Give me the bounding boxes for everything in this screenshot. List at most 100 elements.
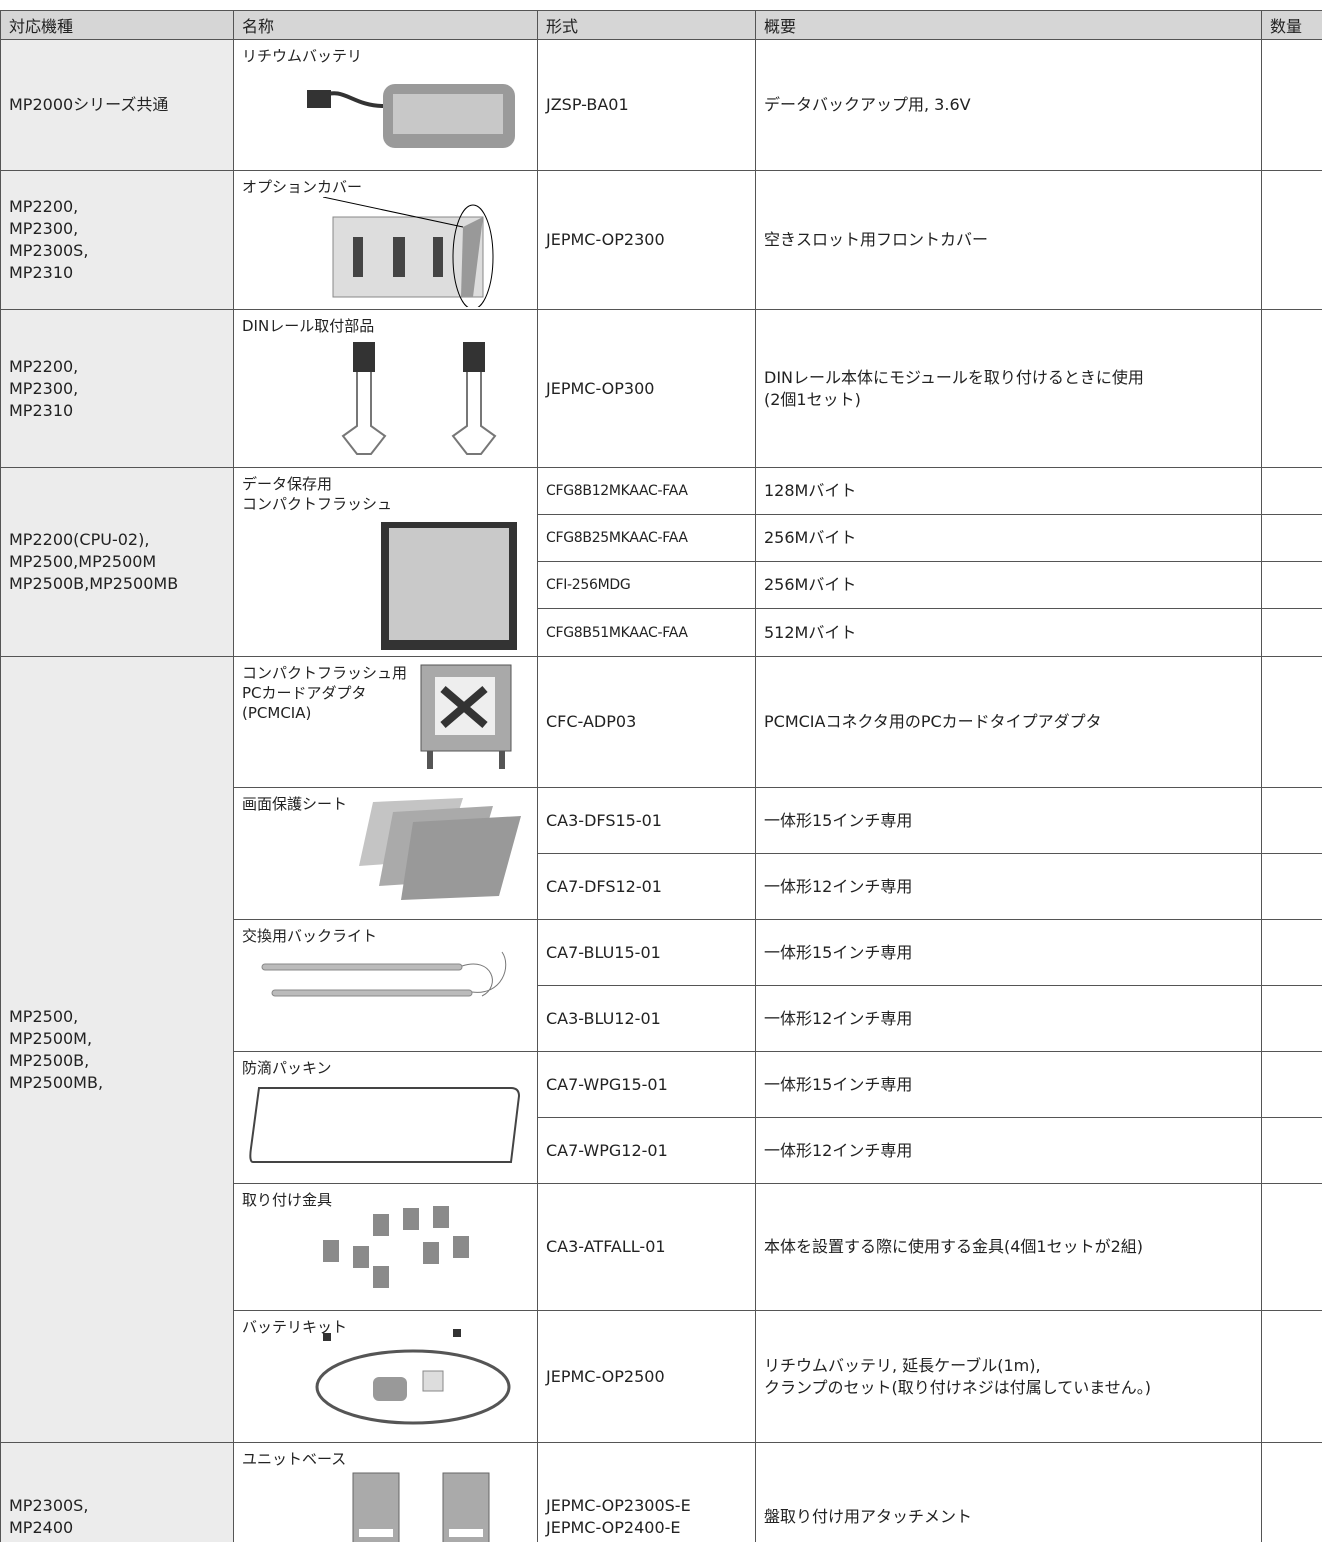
text-line: コンパクトフラッシュ	[242, 495, 393, 513]
code-cell: JEPMC-OP2300	[537, 170, 756, 310]
quantity-cell	[1261, 170, 1322, 310]
text-line: MP2500,	[9, 1006, 79, 1026]
table-row: 防滴パッキン CA7-WPG15-01 一体形15インチ専用	[1, 1051, 1322, 1184]
summary-cell: 一体形15インチ専用	[755, 1051, 1262, 1118]
quantity-cell	[1261, 985, 1322, 1052]
summary-cell: 一体形12インチ専用	[755, 1117, 1262, 1184]
text-line: MP2300,	[9, 219, 79, 238]
table-row: CA3-BLU12-01 一体形12インチ専用	[1, 985, 1322, 1052]
code-cell: CFC-ADP03	[537, 656, 756, 788]
text-line: MP2200,	[9, 356, 79, 376]
text-line: (PCMCIA)	[242, 704, 312, 722]
models-cell: MP2200, MP2300, MP2310	[0, 309, 234, 468]
models-cell: MP2300S, MP2400	[0, 1442, 234, 1542]
code-cell: CFG8B25MKAAC-FAA	[537, 513, 756, 563]
code-cell: JEPMC-OP2500	[537, 1310, 756, 1443]
code-cell: CA7-BLU15-01	[537, 919, 756, 986]
summary-cell: 空きスロット用フロントカバー	[755, 170, 1262, 310]
text-line: MP2500B,	[9, 1050, 90, 1070]
table-row: MP2200(CPU-02), MP2500,MP2500M MP2500B,MP2…	[0, 467, 1322, 657]
product-image	[323, 1206, 469, 1288]
text-line: MP2500M,	[9, 1028, 93, 1048]
name-cell: オプションカバー	[233, 170, 538, 310]
text-line: 交換用バックライト	[242, 927, 378, 945]
text-line: MP2500B,MP2500MB	[9, 574, 179, 593]
summary-cell: 一体形12インチ専用	[755, 985, 1262, 1052]
text-line: バッテリキット	[242, 1318, 348, 1336]
text-line: JEPMC-OP300	[546, 378, 655, 398]
text-line: CFC-ADP03	[546, 712, 637, 731]
text-line: CA7-DFS12-01	[546, 876, 662, 896]
text-line: JEPMC-OP2300S-E	[546, 1496, 691, 1515]
product-image	[323, 197, 494, 307]
code-cell: JEPMC-OP2300S-E JEPMC-OP2400-E	[537, 1442, 756, 1542]
table-row: MP2200, MP2300, MP2300S, MP2310 オプションカバー JEPM…	[0, 170, 1322, 310]
code-cell: CA3-ATFALL-01	[537, 1183, 756, 1311]
product-image	[261, 951, 507, 997]
text-line: 一体形12インチ専用	[764, 1140, 913, 1160]
text-line: MP2200,	[9, 197, 79, 216]
text-line: 盤取り付け用アタッチメント	[764, 1507, 973, 1526]
quantity-cell	[1261, 608, 1322, 657]
code-cell: JZSP-BA01	[537, 39, 756, 171]
text-line: PCMCIAコネクタ用のPCカードタイプアダプタ	[764, 712, 1102, 731]
text-line: 一体形15インチ専用	[764, 1074, 913, 1094]
header-cell: 概要	[755, 10, 1262, 40]
text-line: CA3-BLU12-01	[546, 1008, 661, 1028]
code-cell: CA7-DFS12-01	[537, 853, 756, 920]
text-line: 128Mバイト	[764, 480, 857, 500]
text-line: リチウムバッテリ	[242, 47, 363, 65]
table-row: CA7-DFS12-01 一体形12インチ専用	[1, 853, 1322, 920]
text-line: DINレール取付部品	[242, 317, 375, 335]
name-cell: DINレール取付部品	[233, 309, 538, 468]
text-line: JEPMC-OP2300	[546, 230, 665, 249]
name-cell: 交換用バックライト	[233, 919, 538, 1052]
name-cell: データ保存用 コンパクトフラッシュ	[233, 467, 538, 657]
text-line: (2個1セット)	[764, 389, 861, 409]
name-cell: コンパクトフラッシュ用 PCカードアダプタ (PCMCIA)	[233, 656, 538, 788]
quantity-cell	[1261, 1310, 1322, 1443]
text-line: MP2200(CPU-02),	[9, 530, 150, 549]
summary-cell: 512Mバイト	[755, 608, 1262, 657]
table-row: バッテリキット JEPMC-OP2500 リチウムバッテリ, 延長ケーブル(1m),…	[1, 1310, 1322, 1443]
text-line: 512Mバイト	[764, 622, 857, 642]
quantity-cell	[1261, 1051, 1322, 1118]
product-image	[359, 798, 521, 900]
product-image	[352, 1472, 490, 1542]
text-line: 256Mバイト	[764, 528, 857, 548]
text-line: JZSP-BA01	[546, 95, 629, 114]
header-cell: 形式	[537, 10, 756, 40]
text-line: 一体形15インチ専用	[764, 942, 913, 962]
text-line: リチウムバッテリ, 延長ケーブル(1m),	[764, 1355, 1041, 1375]
code-cell: JEPMC-OP300	[537, 309, 756, 468]
text-line: CA7-WPG12-01	[546, 1140, 668, 1160]
quantity-cell	[1261, 561, 1322, 610]
table-row: MP2300S, MP2400 ユニットベース JEPMC-OP2300S-E JEPM…	[0, 1442, 1322, 1542]
quantity-cell	[1261, 656, 1322, 788]
quantity-cell	[1261, 467, 1322, 515]
header-cell: 数量	[1261, 10, 1322, 40]
summary-cell: 256Mバイト	[755, 513, 1262, 563]
text-line: データバックアップ用, 3.6V	[764, 95, 971, 114]
summary-cell: 盤取り付け用アタッチメント	[755, 1442, 1262, 1542]
text-line: MP2000シリーズ共通	[9, 95, 169, 114]
text-line: CFG8B25MKAAC-FAA	[546, 530, 688, 547]
summary-cell: リチウムバッテリ, 延長ケーブル(1m), クランプのセット(取り付けネジは付属し…	[755, 1310, 1262, 1443]
text-line: JEPMC-OP2400-E	[546, 1518, 681, 1537]
table-row: CFG8B51MKAAC-FAA 512Mバイト	[1, 608, 1322, 657]
parts-table: 対応機種 名称 形式 概要 数量 MP2000シリーズ共通 リチウムバッテリ JZS…	[0, 10, 1322, 1542]
code-cell: CA7-WPG15-01	[537, 1051, 756, 1118]
name-cell: バッテリキット	[233, 1310, 538, 1443]
quantity-cell	[1261, 513, 1322, 563]
name-cell: リチウムバッテリ	[233, 39, 538, 171]
table-row: MP2000シリーズ共通 リチウムバッテリ JZSP-BA01 データバックアップ用,…	[0, 39, 1322, 171]
product-image	[307, 84, 515, 148]
text-line: CA3-ATFALL-01	[546, 1237, 666, 1256]
quantity-cell	[1261, 919, 1322, 986]
quantity-cell	[1261, 1183, 1322, 1311]
summary-cell: DINレール本体にモジュールを取り付けるときに使用 (2個1セット)	[755, 309, 1262, 468]
table-row: CA7-WPG12-01 一体形12インチ専用	[1, 1117, 1322, 1184]
text-line: 一体形15インチ専用	[764, 810, 913, 830]
product-image	[381, 522, 517, 650]
text-line: MP2310	[9, 263, 74, 282]
